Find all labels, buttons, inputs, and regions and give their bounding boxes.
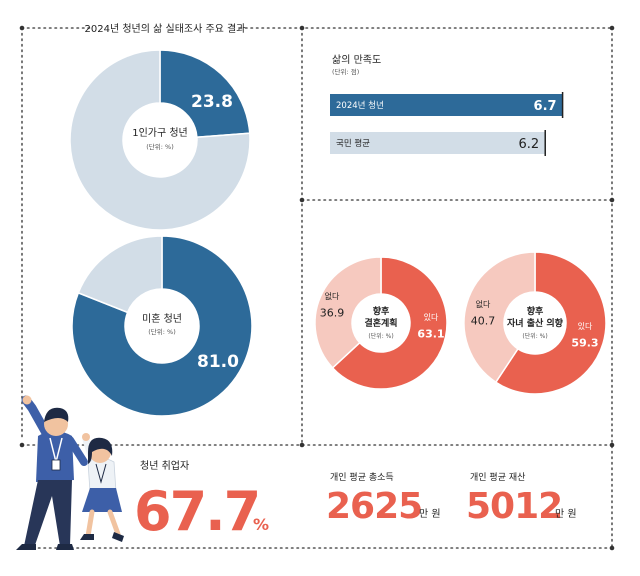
donut-marriage-plan: 있다 63.1 없다 36.9: [314, 256, 448, 390]
employment-value: 67.7: [134, 480, 259, 543]
frame-dot: [609, 197, 615, 203]
man-hand: [22, 395, 32, 405]
childbirth-plan-slice-1: [463, 251, 536, 384]
unmarried-label: 미혼 청년: [142, 312, 182, 325]
marriage-plan-value-0: 63.1: [417, 327, 444, 340]
childbirth-plan-value-0: 59.3: [571, 336, 598, 349]
childbirth-plan-unit: (단위: %): [522, 332, 547, 340]
employment-label: 청년 취업자: [140, 459, 189, 472]
frame-dot: [299, 197, 305, 203]
woman-shoe-left: [80, 534, 94, 540]
frame-dot: [299, 442, 305, 448]
woman-shoe-right: [112, 532, 124, 542]
woman-hand: [82, 433, 90, 441]
unmarried-unit: (단위: %): [148, 327, 175, 336]
childbirth-plan-label-2: 자녀 출산 의향: [507, 317, 564, 329]
marriage-plan-label-1: 향후: [373, 305, 390, 317]
satisfaction-bar-label-1: 국민 평균: [336, 138, 370, 149]
satisfaction-bar-label-0: 2024년 청년: [336, 100, 384, 111]
frame-dot: [19, 442, 25, 448]
donut-unmarried: 81.0: [71, 235, 253, 417]
income-value: 2625: [326, 486, 422, 527]
single-person-slice-1: [69, 49, 251, 231]
man-arm-down: [66, 436, 88, 466]
frame-dot: [609, 25, 615, 31]
woman-skirt: [82, 488, 122, 512]
marriage-plan-category-1: 없다: [325, 292, 340, 301]
single-person-unit: (단위: %): [146, 142, 173, 151]
frame-dots: [19, 25, 615, 551]
man-shoe-left: [16, 544, 36, 550]
unmarried-slice-1: [77, 235, 163, 314]
marriage-plan-unit: (단위: %): [368, 332, 393, 340]
childbirth-plan-category-1: 없다: [476, 300, 491, 309]
woman-hair: [88, 437, 113, 464]
woman-lanyard: [95, 463, 107, 484]
marriage-plan-category-0: 있다: [424, 312, 439, 322]
unmarried-value-0: 81.0: [197, 352, 239, 372]
marriage-plan-label-2: 결혼계획: [364, 317, 397, 329]
assets-unit: 만 원: [555, 508, 577, 520]
man-hair: [44, 407, 69, 422]
donut-single-person: 23.8: [69, 49, 251, 231]
marriage-plan-value-1: 36.9: [320, 306, 345, 319]
single-person-value-0: 23.8: [191, 92, 233, 112]
income-label: 개인 평균 총소득: [330, 472, 394, 483]
childbirth-plan-label-1: 향후: [527, 305, 544, 317]
marriage-plan-slice-0: [331, 256, 448, 390]
marriage-plan-slice-1: [314, 256, 382, 369]
page-title: 2024년 청년의 삶 실태조사 주요 결과: [85, 23, 246, 35]
income-unit: 만 원: [419, 508, 441, 520]
single-person-label: 1인가구 청년: [132, 127, 188, 139]
satisfaction-bar-value-0: 6.7: [534, 99, 557, 114]
frame-dot: [609, 545, 615, 551]
childbirth-plan-value-1: 40.7: [471, 314, 496, 327]
childbirth-plan-slice-0: [494, 251, 607, 395]
youth-illustration: [16, 395, 124, 550]
donut-childbirth-plan: 있다 59.3 없다 40.7: [463, 251, 607, 395]
employment-unit: %: [253, 515, 269, 534]
frame-dot: [299, 25, 305, 31]
single-person-slice-0: [159, 49, 251, 139]
woman-torso: [87, 457, 117, 493]
satisfaction-bars: 2024년 청년 6.7 국민 평균 6.2: [330, 92, 564, 156]
unmarried-slice-0: [71, 235, 253, 417]
satisfaction-title: 삶의 만족도: [332, 54, 381, 66]
childbirth-plan-category-0: 있다: [578, 321, 593, 331]
man-legs: [24, 480, 72, 548]
man-shoe-right: [56, 544, 74, 550]
satisfaction-unit: (단위: 점): [332, 67, 359, 76]
satisfaction-bar-0: [330, 94, 563, 116]
assets-label: 개인 평균 재산: [470, 472, 525, 483]
assets-value: 5012: [466, 486, 562, 527]
frame-dot: [609, 442, 615, 448]
satisfaction-bar-value-1: 6.2: [519, 137, 540, 152]
satisfaction-bar-1: [330, 132, 546, 154]
man-id-badge: [51, 459, 61, 471]
woman-legs: [85, 509, 121, 539]
frame-dot: [19, 25, 25, 31]
